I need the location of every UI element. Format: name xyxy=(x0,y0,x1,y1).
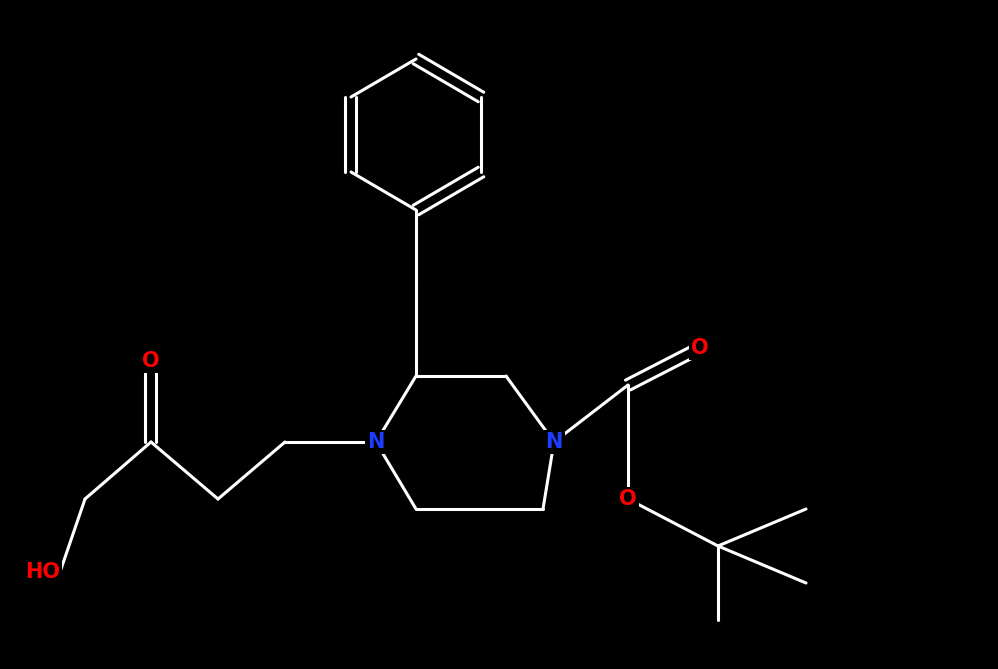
Text: HO: HO xyxy=(25,562,60,582)
Text: O: O xyxy=(619,489,637,509)
Text: O: O xyxy=(692,338,709,358)
Text: N: N xyxy=(367,432,384,452)
Text: O: O xyxy=(142,351,160,371)
Text: N: N xyxy=(545,432,563,452)
